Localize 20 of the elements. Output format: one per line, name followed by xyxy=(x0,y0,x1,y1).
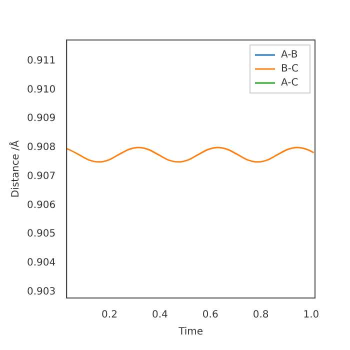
x-axis-title: Time xyxy=(178,326,204,338)
x-tick-label: 0.6 xyxy=(202,310,218,321)
y-tick-label: 0.905 xyxy=(26,228,56,240)
y-tick-label: 0.911 xyxy=(26,55,56,66)
y-axis-title: Distance /Å xyxy=(8,140,22,198)
y-tick-label: 0.910 xyxy=(26,84,56,96)
x-tick-label: 1.0 xyxy=(303,310,320,321)
y-tick-label: 0.907 xyxy=(26,170,56,182)
y-tick-label: 0.904 xyxy=(26,258,56,269)
y-tick-label: 0.903 xyxy=(26,286,56,298)
line-series xyxy=(66,146,314,163)
x-tick-label: 0.2 xyxy=(102,310,118,321)
x-tick-label: 0.4 xyxy=(152,310,168,321)
y-tick-label: 0.908 xyxy=(26,142,56,154)
legend-label: A-C xyxy=(281,78,298,89)
legend-label: A-B xyxy=(281,50,298,61)
legend-label: B-C xyxy=(281,64,298,75)
x-tick-label: 0.8 xyxy=(252,310,269,321)
y-tick-label: 0.909 xyxy=(26,113,56,124)
y-tick-label: 0.906 xyxy=(26,200,56,211)
